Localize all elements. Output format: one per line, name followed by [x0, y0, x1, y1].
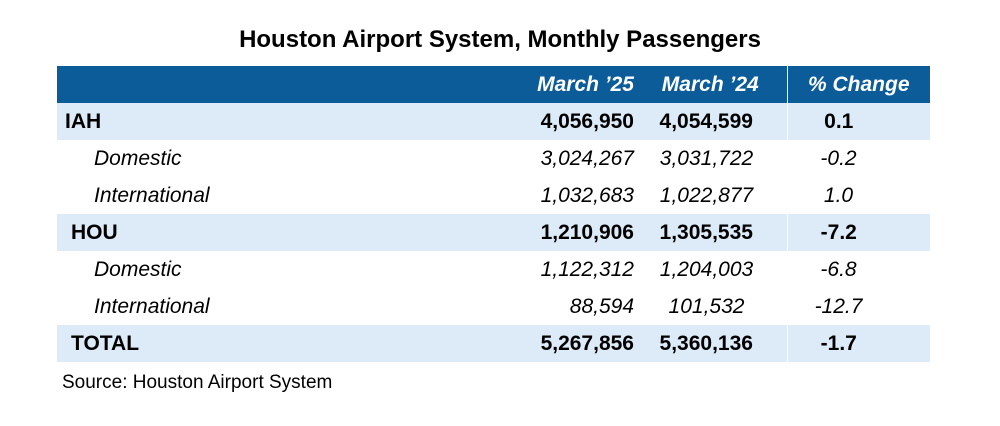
row-march-24: 4,054,599	[634, 103, 787, 140]
row-pct-change: 0.1	[786, 103, 930, 140]
row-label: Domestic	[94, 257, 182, 281]
row-label: TOTAL	[57, 325, 447, 362]
row-pct-change: -0.2	[820, 146, 857, 170]
row-label: International	[94, 183, 210, 207]
row-label: International	[94, 294, 210, 318]
table-row-hou: HOU 1,210,906 1,305,535 -7.2	[57, 214, 930, 251]
row-march-25-value: 88,594	[569, 294, 634, 318]
row-label: Domestic	[94, 146, 182, 170]
row-march-25: 5,267,856	[447, 325, 634, 362]
row-march-24: 1,305,535	[634, 214, 787, 251]
passenger-table: March ’25 March ’24 % Change IAH 4,056,9…	[57, 66, 930, 362]
row-label: IAH	[57, 103, 447, 140]
header-label	[57, 66, 447, 103]
row-label: HOU	[57, 214, 447, 251]
row-march-24: 3,031,722	[659, 146, 754, 170]
row-march-25: 3,024,267	[447, 140, 634, 177]
header-pct-change: % Change	[786, 66, 930, 103]
table-row-hou-international: International 88,594 101,532 -12.7	[57, 288, 930, 325]
table-row-total: TOTAL 5,267,856 5,360,136 -1.7	[57, 325, 930, 362]
table-title: Houston Airport System, Monthly Passenge…	[239, 26, 761, 53]
row-march-25: 1,210,906	[447, 214, 634, 251]
row-march-24: 1,022,877	[659, 183, 754, 207]
table-row-iah-international: International 1,032,683 1,022,877 1.0	[57, 177, 930, 214]
row-pct-change: 1.0	[823, 183, 854, 207]
header-march-24: March ’24	[634, 66, 787, 103]
row-pct-change: -7.2	[786, 214, 930, 251]
row-march-25-value: 5,267,856	[540, 331, 634, 355]
row-march-24: 5,360,136	[634, 325, 787, 362]
table-row-iah-domestic: Domestic 3,024,267 3,031,722 -0.2	[57, 140, 930, 177]
row-march-24: 101,532	[668, 294, 745, 318]
row-pct-change: -6.8	[820, 257, 857, 281]
row-march-25: 4,056,950	[447, 103, 634, 140]
row-pct-change: -12.7	[814, 294, 863, 318]
source-note: Source: Houston Airport System	[62, 372, 333, 393]
table-row-hou-domestic: Domestic 1,122,312 1,204,003 -6.8	[57, 251, 930, 288]
row-march-25-value: 1,122,312	[540, 257, 634, 281]
row-pct-change: -1.7	[786, 325, 930, 362]
header-march-25: March ’25	[447, 66, 634, 103]
table-row-iah: IAH 4,056,950 4,054,599 0.1	[57, 103, 930, 140]
row-march-25: 88,594	[447, 288, 634, 325]
table-header-row: March ’25 March ’24 % Change	[57, 66, 930, 103]
row-march-25-value: 1,032,683	[540, 183, 634, 207]
row-march-25-value: 1,210,906	[540, 220, 634, 244]
row-march-24: 1,204,003	[659, 257, 754, 281]
header-march-25-text: March ’25	[537, 72, 634, 96]
row-march-25: 1,032,683	[447, 177, 634, 214]
row-march-25: 1,122,312	[447, 251, 634, 288]
row-march-25-value: 3,024,267	[540, 146, 634, 170]
row-march-25-value: 4,056,950	[540, 109, 634, 133]
